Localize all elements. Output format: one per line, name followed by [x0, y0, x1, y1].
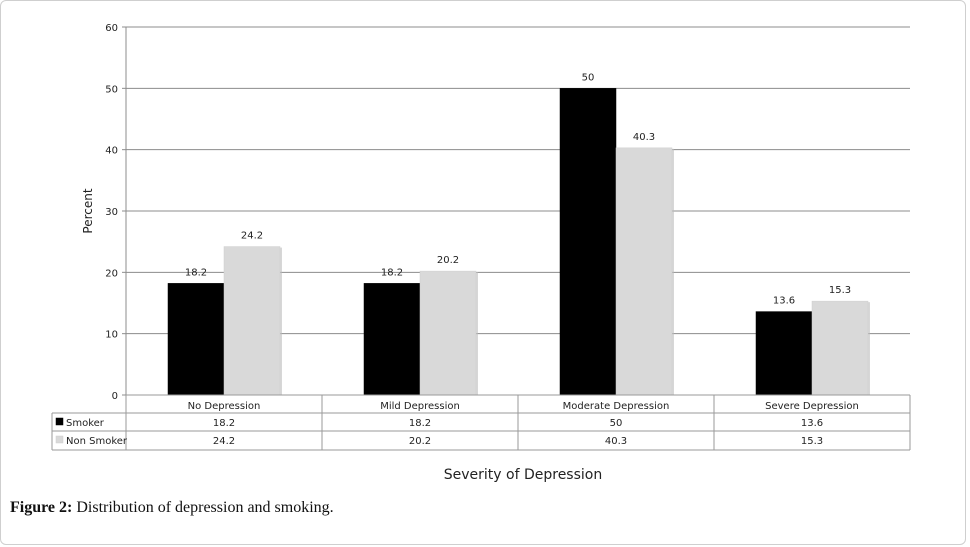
- caption-text: Distribution of depression and smoking.: [72, 499, 334, 516]
- table-cell-value: 15.3: [801, 436, 823, 447]
- legend-swatch: [55, 417, 64, 426]
- category-label: Severe Depression: [765, 401, 859, 412]
- table-cell-value: 40.3: [605, 436, 627, 447]
- table-cell-value: 20.2: [409, 436, 431, 447]
- y-tick-label: 40: [105, 146, 118, 157]
- y-tick-label: 0: [112, 391, 118, 402]
- data-label: 24.2: [241, 231, 263, 242]
- data-label: 15.3: [829, 285, 851, 296]
- legend-label: Smoker: [66, 418, 105, 429]
- table-cell-value: 24.2: [213, 436, 235, 447]
- y-tick-label: 10: [105, 330, 118, 341]
- y-tick-label: 30: [105, 207, 118, 218]
- bar-chart: 0 10 20 30 40 50 60 Percent 18.2 18.2 50 13.6 24.2 20…: [51, 23, 911, 483]
- bar: [615, 147, 673, 396]
- legend-label: Non Smoker: [66, 436, 128, 447]
- x-axis-label: Severity of Depression: [444, 467, 602, 483]
- data-label: 40.3: [633, 132, 655, 143]
- data-label: 20.2: [437, 255, 459, 266]
- y-axis-label: Percent: [81, 188, 95, 233]
- y-tick-label: 20: [105, 268, 118, 279]
- caption-label: Figure 2:: [10, 499, 73, 516]
- bar: [755, 311, 813, 396]
- category-label: No Depression: [188, 401, 261, 412]
- y-tick-label: 50: [105, 84, 118, 95]
- table-cell-value: 50: [610, 418, 623, 429]
- category-label: Mild Depression: [380, 401, 460, 412]
- data-label: 18.2: [381, 267, 403, 278]
- bar: [811, 300, 869, 396]
- table-cell-value: 13.6: [801, 418, 823, 429]
- data-label: 50: [582, 72, 595, 83]
- table-cell-value: 18.2: [213, 418, 235, 429]
- y-tick-label: 60: [105, 23, 118, 34]
- data-label: 18.2: [185, 267, 207, 278]
- legend-swatch: [55, 435, 64, 444]
- data-label: 13.6: [773, 296, 795, 307]
- category-label: Moderate Depression: [563, 401, 670, 412]
- bar: [419, 270, 477, 396]
- table-cell-value: 18.2: [409, 418, 431, 429]
- bar: [223, 246, 281, 396]
- figure-caption: Figure 2: Distribution of depression and…: [10, 499, 334, 517]
- bar: [167, 283, 225, 396]
- bar: [363, 283, 421, 396]
- bar: [559, 88, 617, 396]
